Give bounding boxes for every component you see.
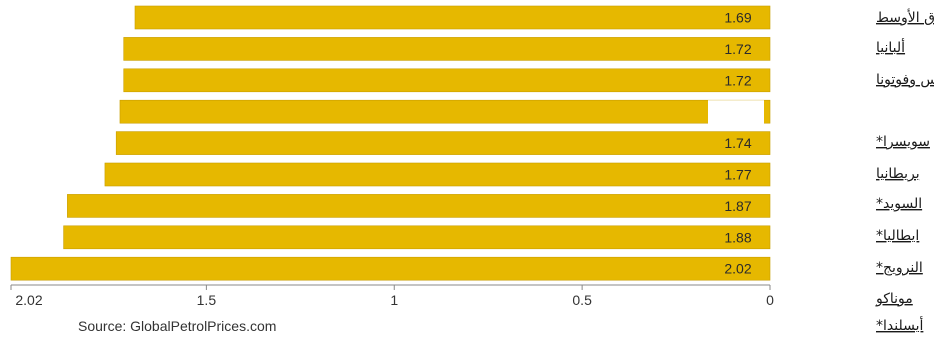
bar xyxy=(119,99,771,124)
x-tick-label: 0.5 xyxy=(572,292,592,308)
category-label: ألبانيا xyxy=(876,38,905,56)
x-tick-label: 2.02 xyxy=(15,292,42,308)
category-label: ايطاليا* xyxy=(876,228,919,244)
category-label: النرويج* xyxy=(876,260,923,276)
bar xyxy=(123,68,771,93)
bar xyxy=(115,131,771,155)
bar xyxy=(63,225,771,250)
category-label: والس وفوتونا xyxy=(876,72,934,88)
x-tick-label: 1.5 xyxy=(197,292,217,308)
value-label: 1.77 xyxy=(724,167,751,183)
x-tick-label: 0 xyxy=(766,292,774,308)
value-label: 1.88 xyxy=(724,229,751,245)
category-label: موناكو xyxy=(875,291,913,307)
category-label: سويسرا* xyxy=(876,134,930,150)
category-labels-group: الشرق الأوسط ألبانيا والس وفوتونا سويسرا* بر… xyxy=(875,8,934,334)
category-label: السويد* xyxy=(876,196,922,212)
value-label: 2.02 xyxy=(724,261,751,277)
obscured-value-patch xyxy=(708,100,764,127)
bar xyxy=(134,5,771,30)
x-ticks-group: 2.02 1.5 1 0.5 0 xyxy=(10,285,774,308)
value-label: 1.74 xyxy=(724,135,751,151)
value-label: 1.72 xyxy=(724,41,751,57)
bar xyxy=(104,162,771,187)
value-label: 1.72 xyxy=(724,72,751,88)
bar xyxy=(67,194,771,218)
value-labels-group: 1.69 1.72 1.72 1.74 1.77 1.87 1.88 2.02 xyxy=(708,10,764,277)
bar xyxy=(123,37,771,61)
x-tick-label: 1 xyxy=(390,292,398,308)
category-label: أيسلندا* xyxy=(876,316,923,334)
bar xyxy=(10,256,771,281)
bars-group xyxy=(10,5,771,281)
source-note: Source: GlobalPetrolPrices.com xyxy=(78,318,276,334)
category-label: الشرق الأوسط xyxy=(876,8,934,26)
category-label: بريطانيا xyxy=(876,166,920,182)
value-label: 1.87 xyxy=(724,198,751,214)
value-label: 1.69 xyxy=(724,10,751,26)
